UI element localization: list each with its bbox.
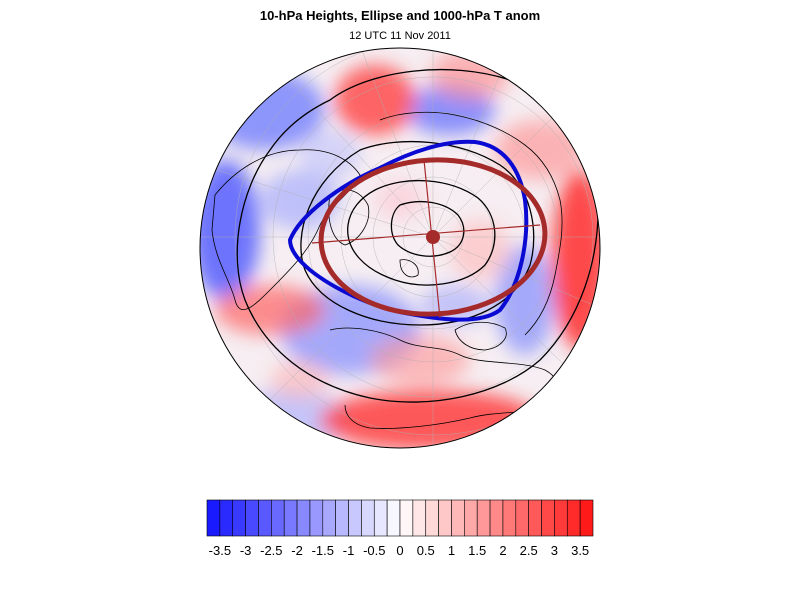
colorbar-box bbox=[502, 499, 517, 537]
ellipse-major-axis bbox=[311, 224, 541, 244]
colorbar-box bbox=[399, 499, 414, 537]
colorbar-tick-label: -3 bbox=[240, 543, 252, 558]
colorbar-box bbox=[361, 499, 375, 537]
colorbar-tick-label: 0 bbox=[396, 543, 403, 558]
map-boundary bbox=[199, 47, 601, 449]
colorbar-tick-label: -1 bbox=[343, 543, 355, 558]
colorbar-box bbox=[373, 499, 388, 537]
colorbar-box bbox=[245, 499, 259, 537]
zero-contour bbox=[287, 139, 529, 322]
figure-subtitle: 12 UTC 11 Nov 2011 bbox=[349, 30, 451, 42]
colorbar-box bbox=[515, 499, 529, 537]
colorbar-box bbox=[451, 499, 465, 537]
colorbar-tick-label: 2.5 bbox=[520, 543, 538, 558]
colorbar-box bbox=[296, 499, 311, 537]
colorbar-box bbox=[309, 499, 324, 537]
colorbar-box bbox=[283, 499, 298, 537]
colorbar-boxes bbox=[206, 499, 594, 537]
colorbar-box bbox=[528, 499, 542, 537]
colorbar-tick-label: 1 bbox=[448, 543, 455, 558]
colorbar-box bbox=[566, 499, 581, 537]
colorbar-tick-label: -2.5 bbox=[260, 543, 282, 558]
colorbar-box bbox=[464, 499, 478, 537]
colorbar-box bbox=[322, 499, 336, 537]
colorbar-box bbox=[219, 499, 234, 537]
colorbar-box bbox=[579, 499, 594, 537]
colorbar-box bbox=[271, 499, 285, 537]
colorbar-box bbox=[412, 499, 427, 537]
figure-title: 10-hPa Heights, Ellipse and 1000-hPa T a… bbox=[259, 8, 541, 23]
colorbar-box bbox=[541, 499, 555, 537]
colorbar-box bbox=[489, 499, 504, 537]
colorbar-box bbox=[476, 499, 491, 537]
colorbar-tick-label: -2 bbox=[291, 543, 303, 558]
colorbar-box bbox=[386, 499, 401, 537]
colorbar-box bbox=[438, 499, 452, 537]
colorbar-tick-label: 2 bbox=[499, 543, 506, 558]
colorbar-box bbox=[335, 499, 349, 537]
colorbar-box bbox=[348, 499, 362, 537]
colorbar-tick-label: -1.5 bbox=[312, 543, 334, 558]
colorbar-box bbox=[554, 499, 568, 537]
colorbar-box bbox=[232, 499, 246, 537]
colorbar-tick-label: -3.5 bbox=[209, 543, 231, 558]
ellipse-centroid bbox=[426, 230, 440, 244]
temperature-anomaly-field bbox=[200, 48, 600, 448]
colorbar-tick-label: -0.5 bbox=[363, 543, 385, 558]
colorbar-tick-label: 1.5 bbox=[468, 543, 486, 558]
colorbar-tick-label: 3.5 bbox=[571, 543, 589, 558]
colorbar-box bbox=[258, 499, 272, 537]
colorbar-tick-label: 0.5 bbox=[417, 543, 435, 558]
colorbar-box bbox=[206, 499, 221, 537]
colorbar-tick-label: 3 bbox=[551, 543, 558, 558]
colorbar-labels: -3.5 -3 -2.5 -2 -1.5 -1 -0.5 0 0.5 1 1.5 2 2.5 3 3.5 bbox=[209, 543, 590, 558]
colorbar-box bbox=[425, 499, 439, 537]
